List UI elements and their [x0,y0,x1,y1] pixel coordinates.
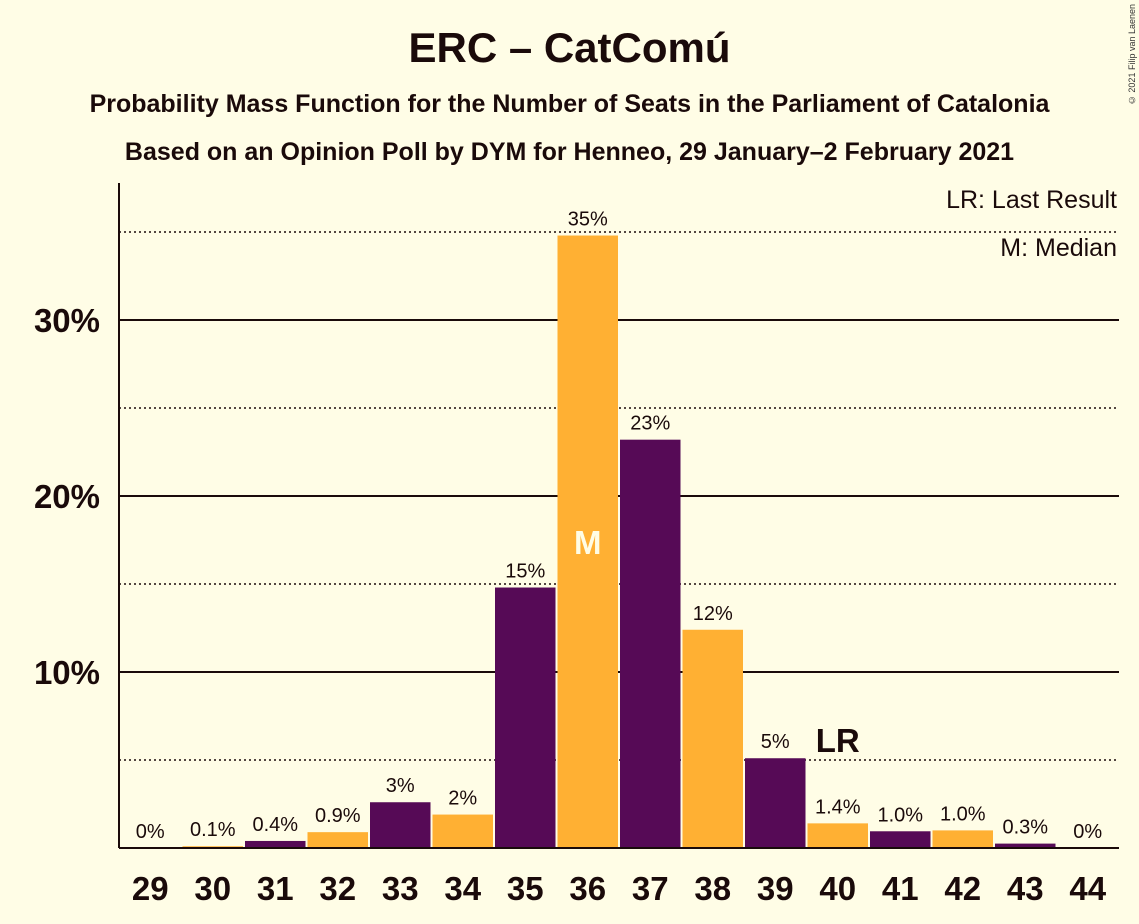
bar-38 [682,629,743,848]
x-tick-label: 32 [319,870,356,907]
bar-31 [245,840,306,848]
data-label: 35% [568,209,608,231]
data-label: 0.9% [315,805,361,827]
y-tick-label: 20% [34,478,100,515]
data-label: 3% [386,775,415,797]
legend-entry: M: Median [1000,234,1117,262]
bar-37 [620,439,681,848]
x-tick-label: 39 [757,870,794,907]
data-label: 0.4% [252,814,298,836]
bar-35 [495,587,556,848]
bar-36 [557,235,618,848]
chart-subtitle-poll: Based on an Opinion Poll by DYM for Henn… [124,138,1015,166]
data-label: 0.3% [1002,817,1048,839]
median-marker: M [574,524,602,561]
data-label: 0% [136,821,165,843]
data-label: 1.4% [815,796,861,818]
x-tick-label: 43 [1007,870,1044,907]
bar-43 [995,843,1056,848]
data-label: 23% [630,413,670,435]
chart-subtitle: Probability Mass Function for the Number… [89,90,1050,118]
x-tick-label: 38 [694,870,731,907]
bar-32 [307,832,368,848]
x-tick-label: 31 [257,870,294,907]
x-tick-label: 29 [132,870,169,907]
data-label: 5% [761,731,790,753]
x-tick-label: 44 [1069,870,1106,907]
legend-entry: LR: Last Result [946,186,1117,214]
x-tick-label: 41 [882,870,919,907]
x-tick-label: 33 [382,870,419,907]
bar-34 [432,814,493,848]
y-tick-label: 10% [34,654,100,691]
bar-42 [932,830,993,848]
x-tick-label: 35 [507,870,544,907]
x-tick-label: 40 [819,870,856,907]
x-tick-label: 37 [632,870,669,907]
x-tick-label: 34 [444,870,481,907]
data-label: 0% [1073,821,1102,843]
x-tick-label: 42 [944,870,981,907]
bar-41 [870,831,931,848]
chart-title: ERC – CatComú [408,24,731,71]
data-label: 12% [693,603,733,625]
data-label: 0.1% [190,819,236,841]
data-label: 2% [448,788,477,810]
last-result-marker: LR [816,722,860,759]
bar-39 [745,758,806,848]
data-label: 1.0% [877,804,923,826]
bar-40 [807,823,868,848]
data-label: 1.0% [940,803,986,825]
y-tick-label: 30% [34,302,100,339]
x-tick-label: 30 [194,870,231,907]
x-tick-label: 36 [569,870,606,907]
data-label: 15% [505,561,545,583]
bar-33 [370,802,431,848]
